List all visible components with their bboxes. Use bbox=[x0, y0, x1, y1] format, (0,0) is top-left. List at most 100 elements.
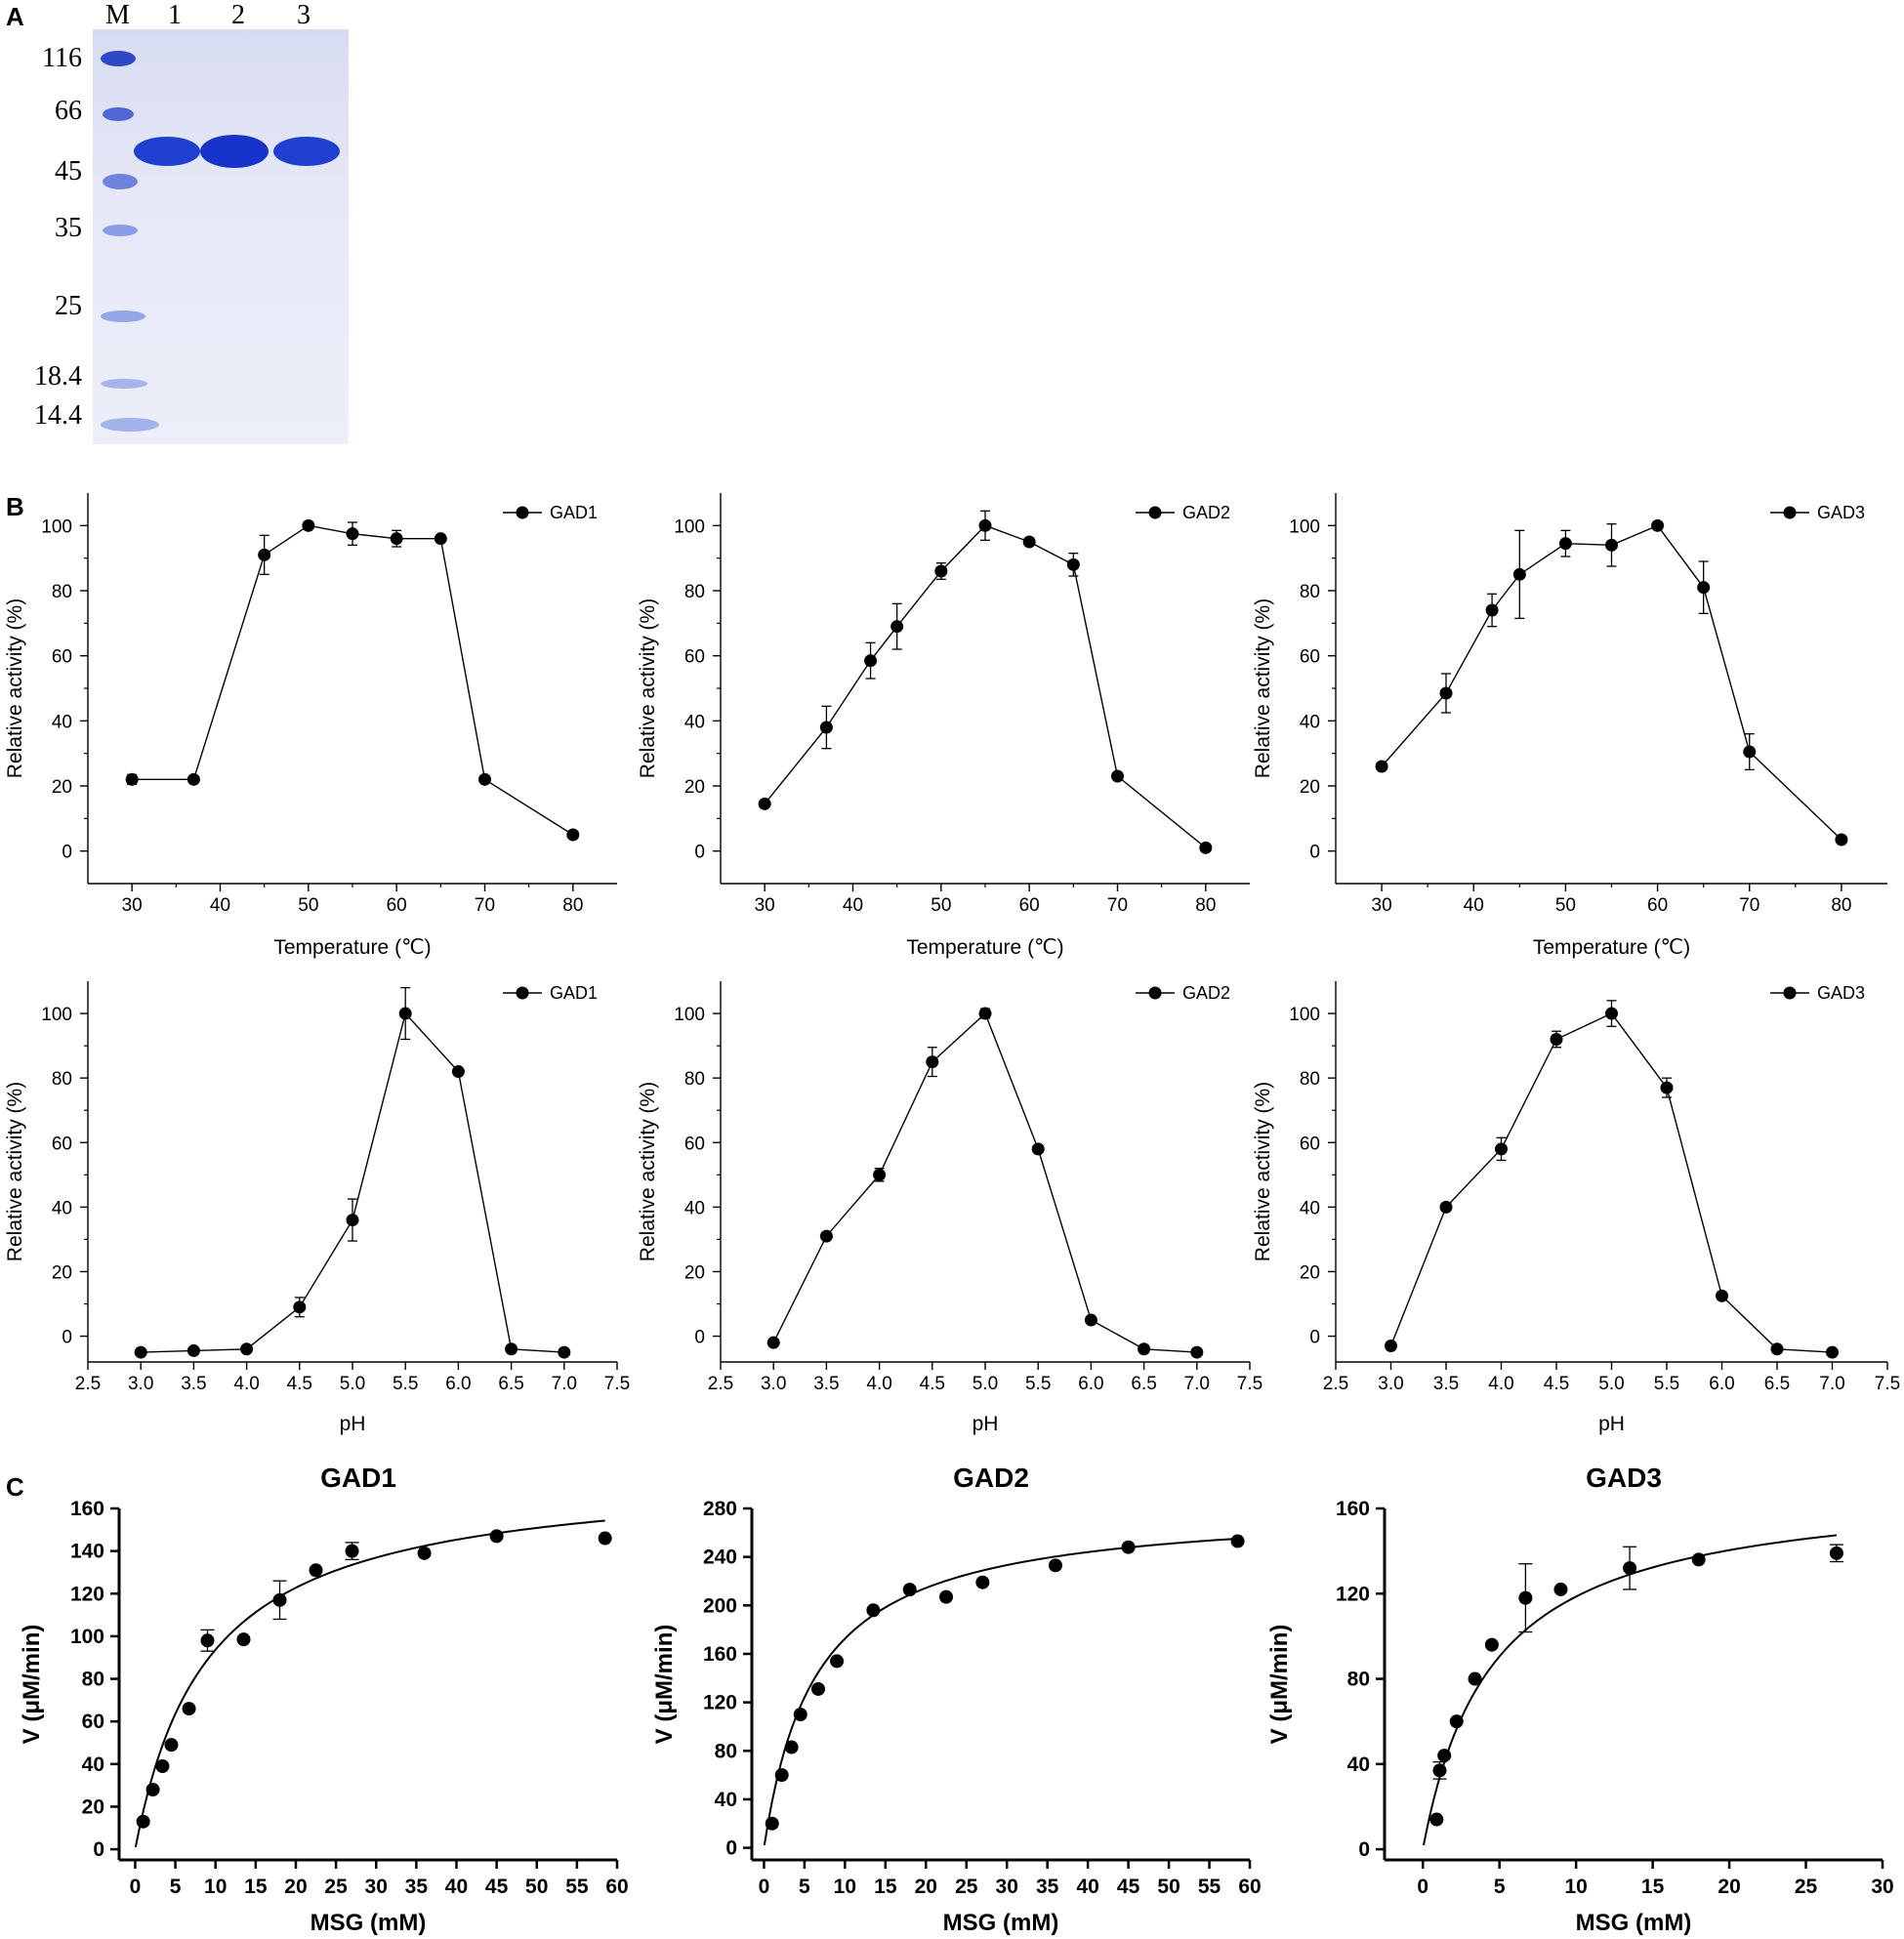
kin-gad1-x-tick-label: 15 bbox=[244, 1876, 268, 1898]
temp-gad3-data-point bbox=[1651, 518, 1665, 532]
ph-gad3-legend-label: GAD3 bbox=[1817, 983, 1865, 1003]
kin-gad1-x-tick-label: 40 bbox=[445, 1876, 468, 1898]
ph-gad1-y-tick-label: 60 bbox=[52, 1134, 72, 1154]
temp-gad1-y-tick-label: 60 bbox=[52, 647, 72, 668]
temp-gad2-data-point bbox=[1111, 769, 1124, 783]
marker-band-66 bbox=[103, 107, 134, 121]
temp-gad1-legend-label: GAD1 bbox=[550, 503, 598, 522]
ph-gad1-x-tick-label: 3.5 bbox=[181, 1374, 206, 1394]
kin-gad1-data-point bbox=[200, 1633, 215, 1648]
ph-gad2-x-tick-label: 3.0 bbox=[761, 1374, 786, 1394]
temp-gad2-data-point bbox=[819, 721, 833, 734]
ph-gad1-x-tick-label: 6.0 bbox=[445, 1374, 471, 1394]
kin-gad3-x-tick-label: 5 bbox=[1494, 1876, 1506, 1898]
ph-gad2-legend-marker bbox=[1148, 986, 1162, 1000]
temp-gad3-legend-marker bbox=[1783, 506, 1797, 519]
temp-gad2-x-tick-label: 40 bbox=[843, 895, 863, 916]
temp-gad3-x-tick-label: 80 bbox=[1831, 895, 1851, 916]
marker-band-14-4 bbox=[101, 418, 159, 432]
kin-gad1-x-tick-label: 0 bbox=[130, 1876, 142, 1898]
kin-gad2-x-tick-label: 45 bbox=[1117, 1876, 1140, 1898]
ph-gad1-y-tick-label: 20 bbox=[52, 1262, 72, 1283]
temp-gad3-data-point bbox=[1512, 567, 1526, 581]
temp-gad1-y-tick-label: 40 bbox=[52, 712, 72, 732]
temp-gad3-data-point bbox=[1835, 833, 1848, 846]
kin-gad1-y-tick-label: 160 bbox=[70, 1498, 104, 1520]
kin-gad1-data-point bbox=[489, 1529, 504, 1544]
ph-gad2-x-tick-label: 7.0 bbox=[1184, 1374, 1210, 1394]
kin-gad1-x-tick-label: 20 bbox=[284, 1876, 307, 1898]
kin-gad1-data-point bbox=[136, 1814, 150, 1829]
kin-gad2-x-tick-label: 10 bbox=[834, 1876, 856, 1898]
temp-gad1-y-tick-label: 80 bbox=[52, 582, 72, 602]
temp-gad2-data-point bbox=[978, 518, 992, 532]
temp-gad3-data-point bbox=[1697, 581, 1711, 595]
kin-gad2-data-point bbox=[793, 1708, 807, 1722]
kin-gad2-y-tick-label: 80 bbox=[715, 1740, 737, 1762]
marker-label-25: 25 bbox=[55, 291, 82, 321]
chart-ph-gad2: 2.5 3.0 3.5 4.0 4.5 5.0 5.5 6.0 6.5 7.0 7.5 0 20 40 60… bbox=[637, 981, 1262, 1435]
ph-gad2-data-point bbox=[926, 1055, 939, 1069]
ph-gad3-y-tick-label: 20 bbox=[1300, 1262, 1320, 1283]
marker-band-116 bbox=[101, 51, 136, 66]
temp-gad3-x-axis-label: Temperature (℃) bbox=[1533, 936, 1690, 959]
ph-gad1-x-tick-label: 2.5 bbox=[75, 1374, 101, 1394]
ph-gad2-data-point bbox=[1190, 1345, 1204, 1359]
ph-gad2-x-tick-label: 7.5 bbox=[1237, 1374, 1262, 1394]
temp-gad1-x-tick-label: 60 bbox=[387, 895, 407, 916]
chart-kinetics-gad3: 0 5 10 15 20 25 30 0 40 80 120 160 MSG (mM) V (μM/min… bbox=[1266, 1463, 1894, 1936]
kin-gad3-data-point bbox=[1432, 1763, 1447, 1778]
temp-gad3-y-tick-label: 20 bbox=[1300, 777, 1320, 798]
ph-gad3-data-point bbox=[1770, 1342, 1784, 1356]
temp-gad1-x-tick-label: 50 bbox=[298, 895, 318, 916]
temp-gad2-data-point bbox=[1022, 535, 1036, 549]
ph-gad1-x-tick-label: 3.0 bbox=[128, 1374, 153, 1394]
kin-gad1-data-point bbox=[345, 1544, 359, 1558]
kin-gad1-data-point bbox=[417, 1546, 432, 1560]
temp-gad1-x-axis-label: Temperature (℃) bbox=[273, 936, 431, 959]
kin-gad2-y-tick-label: 40 bbox=[715, 1789, 737, 1811]
ph-gad2-data-point bbox=[766, 1336, 780, 1349]
kin-gad1-y-tick-label: 0 bbox=[93, 1838, 104, 1861]
ph-gad3-data-point bbox=[1716, 1289, 1728, 1302]
ph-gad2-y-axis-label: Relative activity (%) bbox=[637, 1082, 659, 1261]
ph-gad3-x-tick-label: 7.0 bbox=[1819, 1374, 1844, 1394]
ph-gad2-x-tick-label: 5.5 bbox=[1025, 1374, 1051, 1394]
lane-label-marker: M bbox=[105, 0, 130, 30]
sds-page-gel-panel: M 1 2 3 116 66 45 35 25 18.4 14.4 bbox=[0, 0, 391, 459]
kin-gad1-title: GAD1 bbox=[320, 1463, 396, 1493]
ph-gad2-x-tick-label: 3.5 bbox=[813, 1374, 839, 1394]
kin-gad2-x-tick-label: 20 bbox=[915, 1876, 937, 1898]
temp-gad2-y-tick-label: 100 bbox=[674, 516, 705, 537]
temp-gad2-x-tick-label: 70 bbox=[1107, 895, 1128, 916]
ph-gad1-x-tick-label: 5.5 bbox=[393, 1374, 418, 1394]
ph-gad1-legend-label: GAD1 bbox=[550, 983, 598, 1003]
kin-gad2-x-tick-label: 35 bbox=[1036, 1876, 1059, 1898]
kin-gad3-data-point bbox=[1829, 1546, 1843, 1560]
ph-gad2-data-point bbox=[873, 1168, 887, 1181]
ph-gad2-x-axis-label: pH bbox=[973, 1413, 999, 1435]
kin-gad2-x-tick-label: 60 bbox=[1238, 1876, 1261, 1898]
ph-gad2-y-tick-label: 20 bbox=[684, 1262, 705, 1283]
kin-gad1-y-tick-label: 40 bbox=[82, 1753, 104, 1776]
ph-gad2-y-tick-label: 100 bbox=[674, 1005, 705, 1025]
ph-gad1-series-line bbox=[141, 1011, 564, 1353]
kin-gad2-data-point bbox=[1230, 1534, 1245, 1548]
ph-gad1-data-point bbox=[186, 1343, 200, 1357]
kin-gad2-y-tick-label: 160 bbox=[703, 1643, 737, 1666]
kin-gad3-y-tick-label: 40 bbox=[1347, 1753, 1370, 1776]
temp-gad2-data-point bbox=[890, 620, 904, 634]
ph-gad1-y-tick-label: 80 bbox=[52, 1069, 72, 1090]
kin-gad3-y-tick-label: 80 bbox=[1347, 1669, 1370, 1691]
ph-gad3-x-tick-label: 6.0 bbox=[1709, 1374, 1734, 1394]
ph-gad1-y-tick-label: 40 bbox=[52, 1198, 72, 1218]
ph-gad3-x-tick-label: 3.0 bbox=[1378, 1374, 1403, 1394]
ph-gad3-x-tick-label: 5.5 bbox=[1654, 1374, 1679, 1394]
kin-gad1-x-tick-label: 5 bbox=[170, 1876, 182, 1898]
ph-gad1-x-axis-label: pH bbox=[340, 1413, 366, 1435]
kin-gad1-x-tick-label: 10 bbox=[204, 1876, 227, 1898]
kin-gad3-y-axis-label: V (μM/min) bbox=[1266, 1625, 1293, 1745]
kin-gad2-fit-curve bbox=[763, 1537, 1238, 1846]
kin-gad3-x-tick-label: 0 bbox=[1417, 1876, 1428, 1898]
ph-gad1-data-point bbox=[346, 1214, 359, 1227]
